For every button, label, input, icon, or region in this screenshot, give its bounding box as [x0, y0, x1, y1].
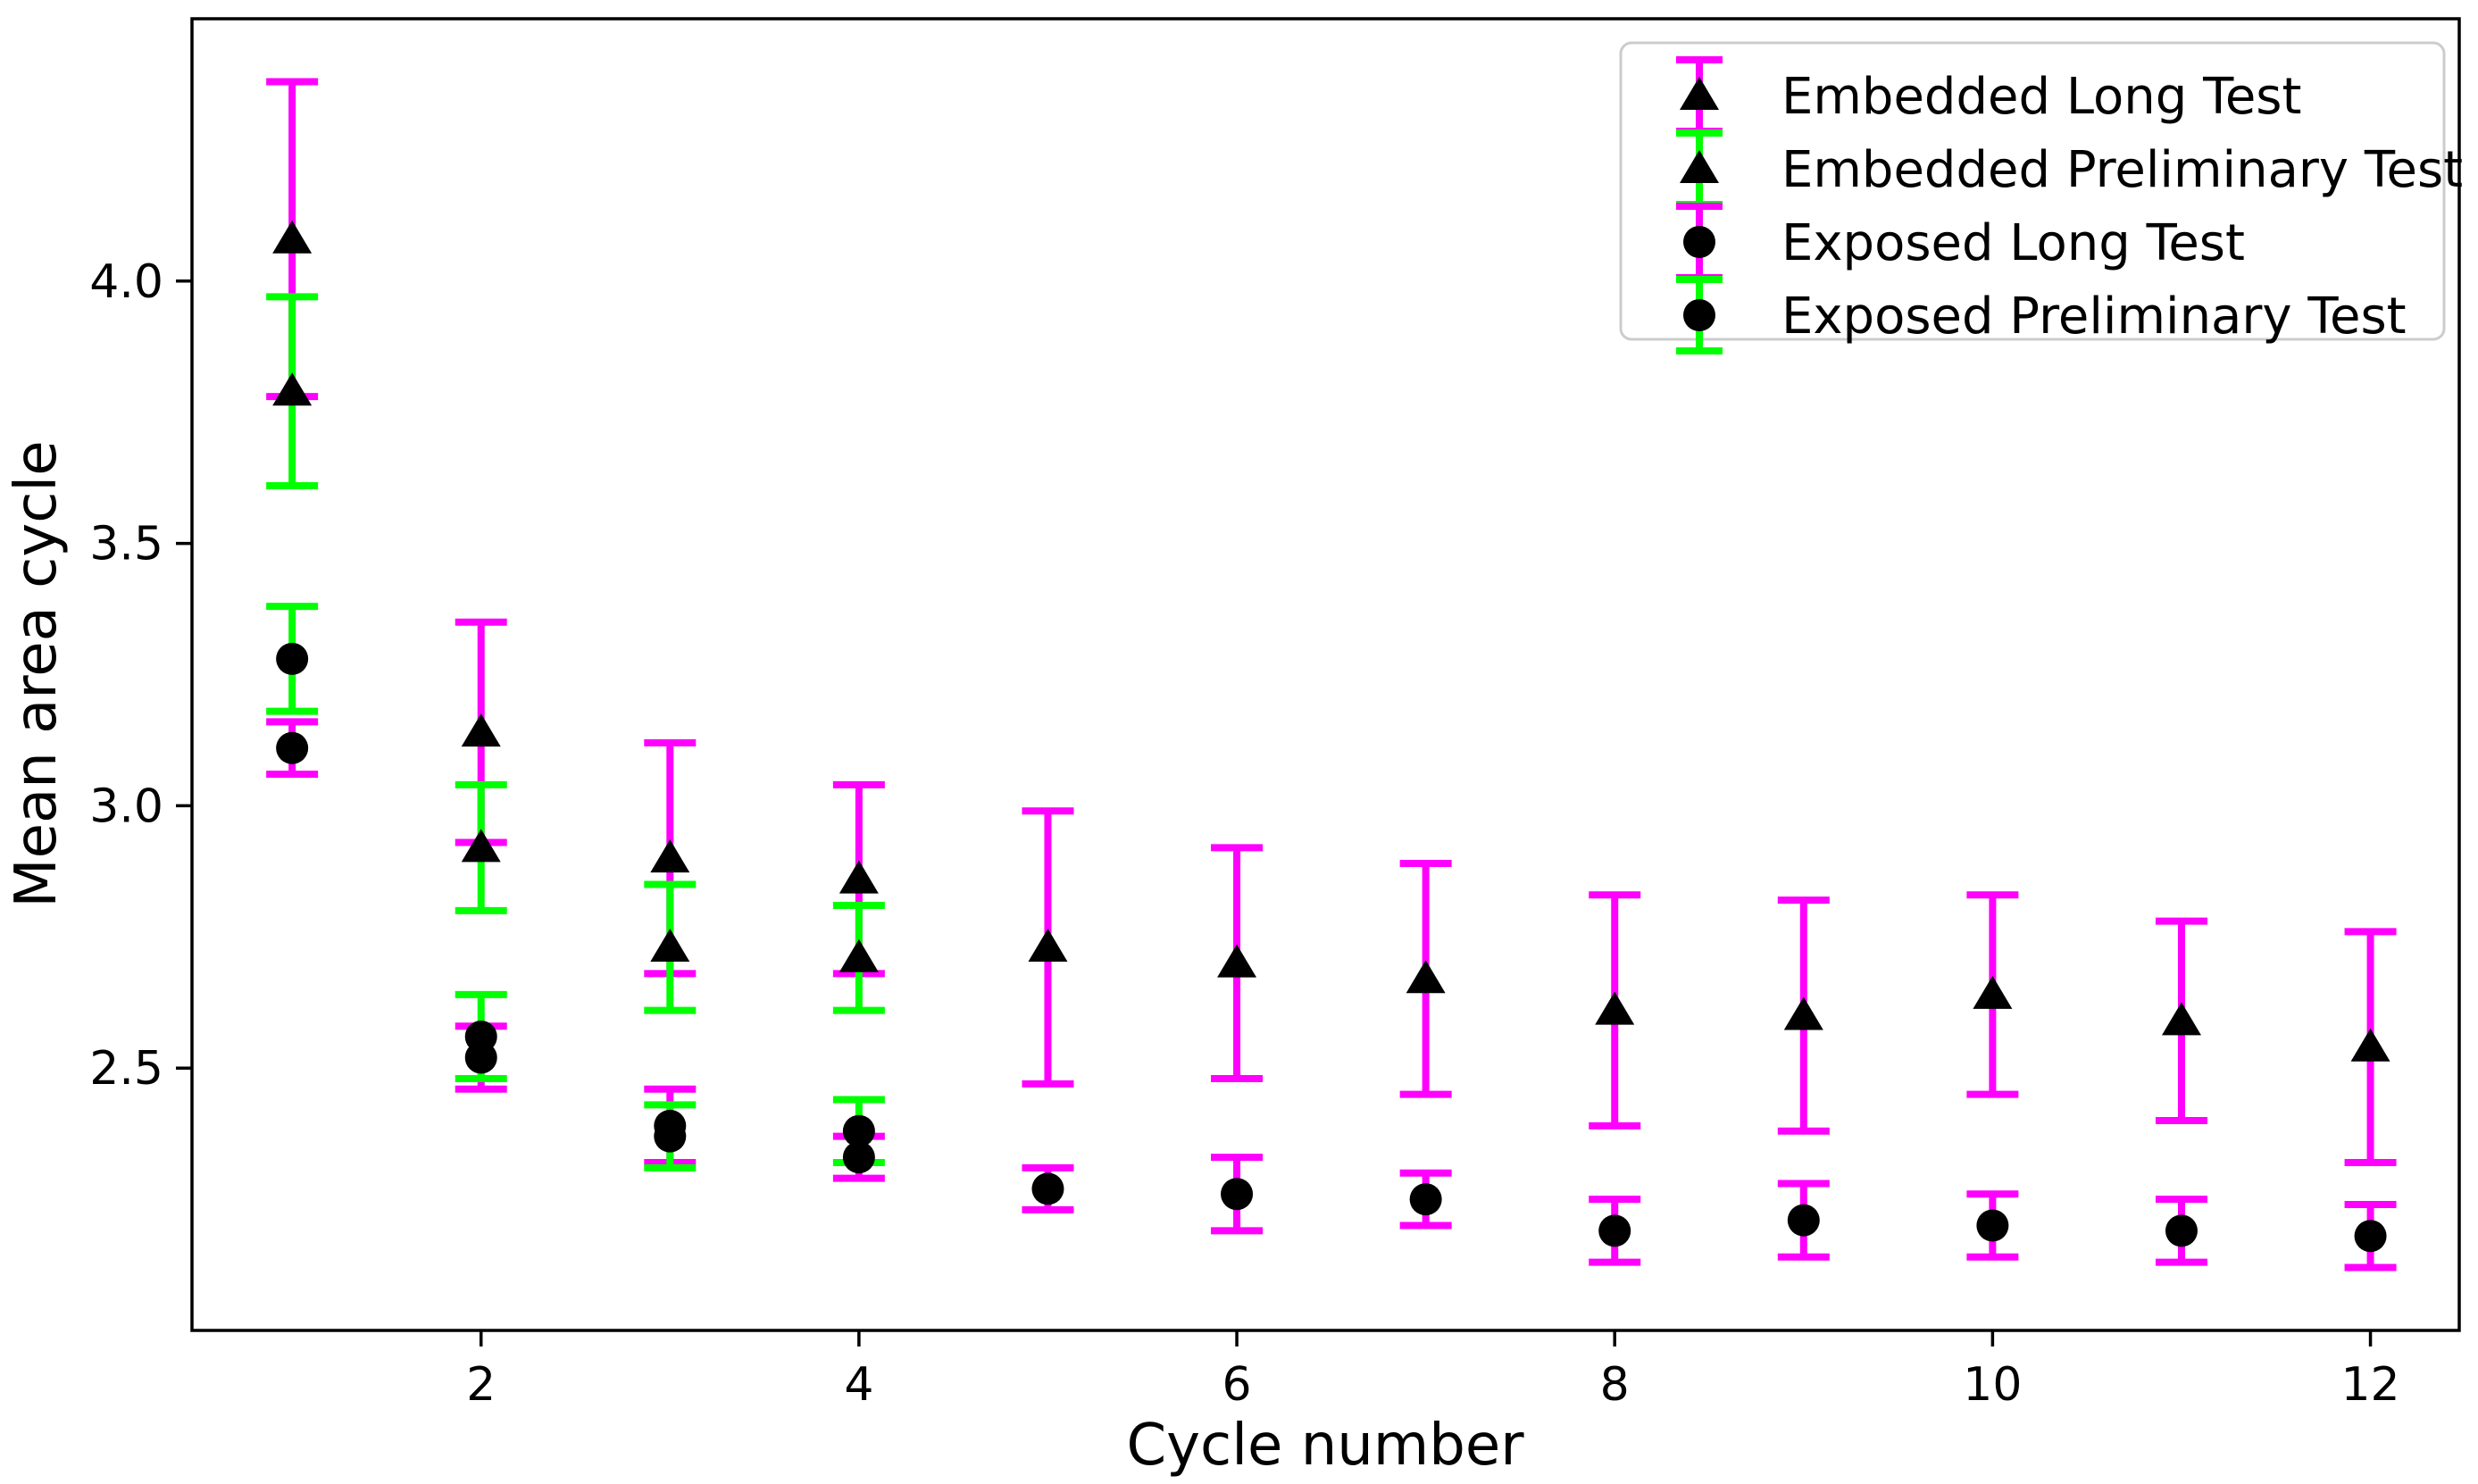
legend-entries: Embedded Long Test Embedded Preliminary T…	[1676, 56, 2463, 354]
exposed-preliminary-test-circle-marker	[464, 1020, 497, 1053]
embedded-preliminary-test-triangle-marker	[461, 829, 501, 863]
exposed-long-test-circle-marker	[276, 731, 309, 764]
y-tick-label: 3.0	[89, 780, 163, 833]
y-tick-label: 4.0	[89, 255, 163, 309]
y-tick-label: 3.5	[89, 518, 163, 571]
embedded-long-test-triangle-marker	[1028, 929, 1068, 963]
legend: Embedded Long Test Embedded Preliminary T…	[1619, 41, 2463, 354]
exposed-long-test-circle-marker	[1031, 1172, 1064, 1205]
x-tick-label: 6	[1222, 1358, 1252, 1412]
legend-item: Exposed Preliminary Test	[1676, 276, 2407, 354]
legend-triangle-marker	[1680, 77, 1719, 110]
embedded-long-test-triangle-marker	[2161, 1002, 2201, 1036]
embedded-long-test-triangle-marker	[1595, 991, 1635, 1025]
legend-circle-marker	[1683, 299, 1715, 331]
embedded-long-test-triangle-marker	[1783, 996, 1823, 1030]
embedded-long-test-triangle-marker	[2350, 1028, 2390, 1062]
exposed-long-test-circle-marker	[1787, 1204, 1820, 1237]
data-series	[266, 78, 2397, 1271]
embedded-long-test-triangle-marker	[461, 713, 501, 747]
axis-ticks: 2 4 6 8 10 12 2.5 3.0 3.5 4.0	[89, 255, 2399, 1412]
exposed-long-test-circle-marker	[2165, 1214, 2198, 1247]
legend-item-label: Exposed Preliminary Test	[1781, 288, 2407, 346]
exposed-preliminary-test-circle-marker	[842, 1114, 875, 1147]
x-tick-label: 2	[466, 1358, 496, 1412]
exposed-long-test-circle-marker	[842, 1141, 875, 1174]
embedded-preliminary-test-triangle-marker	[272, 372, 313, 406]
legend-triangle-marker	[1680, 150, 1719, 183]
y-tick-label: 2.5	[89, 1042, 163, 1096]
legend-item-label: Embedded Long Test	[1781, 68, 2301, 126]
embedded-long-test-triangle-marker	[1217, 944, 1257, 978]
x-tick-label: 8	[1600, 1358, 1630, 1412]
exposed-long-test-circle-marker	[1409, 1183, 1442, 1216]
x-tick-label: 4	[844, 1358, 873, 1412]
exposed-long-test-circle-marker	[1976, 1209, 2009, 1242]
legend-circle-marker	[1683, 226, 1715, 258]
embedded-preliminary-test-triangle-marker	[839, 938, 879, 972]
legend-item: Embedded Preliminary Test	[1676, 129, 2463, 208]
embedded-long-test-triangle-marker	[1406, 960, 1446, 994]
embedded-preliminary-test-triangle-marker	[650, 929, 690, 963]
exposed-long-test-circle-marker	[1598, 1214, 1631, 1247]
legend-item: Exposed Long Test	[1676, 203, 2245, 281]
legend-box	[1619, 41, 2446, 341]
exposed-long-test-circle-marker	[1221, 1178, 1254, 1211]
embedded-long-test-triangle-marker	[650, 839, 690, 873]
x-axis-label: Cycle number	[1126, 1413, 1524, 1479]
legend-item-label: Exposed Long Test	[1781, 214, 2245, 272]
legend-item-label: Embedded Preliminary Test	[1781, 141, 2463, 199]
x-tick-label: 10	[1963, 1358, 2022, 1412]
exposed-long-test-circle-marker	[2354, 1220, 2387, 1253]
embedded-long-test-triangle-marker	[1973, 975, 2013, 1009]
embedded-long-test-triangle-marker	[272, 220, 313, 254]
legend-item: Embedded Long Test	[1676, 56, 2301, 135]
x-tick-label: 12	[2340, 1358, 2399, 1412]
embedded-long-test-triangle-marker	[839, 860, 879, 894]
exposed-preliminary-test-circle-marker	[276, 642, 309, 675]
exposed-preliminary-test-circle-marker	[654, 1120, 687, 1153]
y-axis-label: Mean area cycle	[4, 440, 70, 907]
